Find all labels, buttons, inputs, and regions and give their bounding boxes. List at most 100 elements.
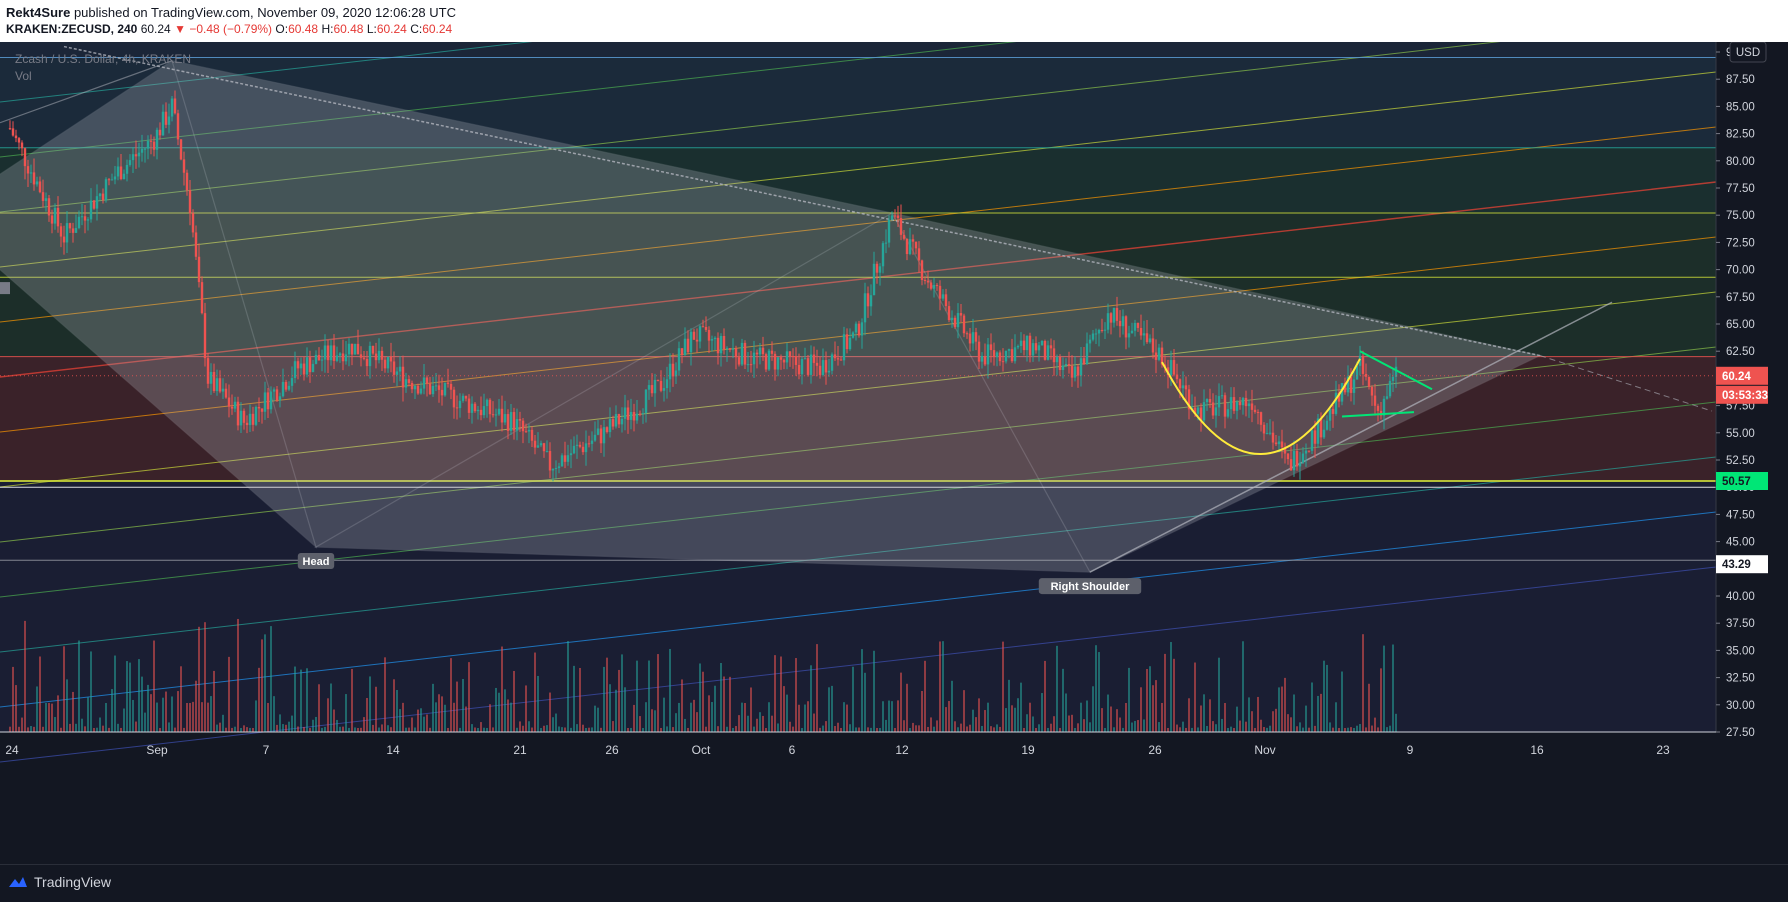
candle-152 bbox=[464, 395, 468, 399]
candle-77 bbox=[239, 410, 243, 426]
volume-bar-4 bbox=[21, 717, 23, 732]
x-tick-label-8: 12 bbox=[895, 743, 909, 757]
volume-bar-227 bbox=[690, 702, 692, 732]
volume-bar-303 bbox=[918, 725, 920, 732]
candle-366 bbox=[1106, 313, 1110, 330]
candle-422 bbox=[1274, 442, 1278, 445]
volume-bar-395 bbox=[1194, 662, 1196, 732]
volume-bar-211 bbox=[642, 727, 644, 732]
candle-352 bbox=[1064, 364, 1068, 366]
volume-bar-397 bbox=[1200, 705, 1202, 732]
candle-282 bbox=[854, 323, 858, 333]
volume-bar-341 bbox=[1032, 716, 1034, 732]
volume-bar-236 bbox=[717, 726, 719, 732]
candle-85 bbox=[263, 392, 267, 412]
zone-band-1 bbox=[0, 147, 1716, 214]
candle-462 bbox=[1394, 366, 1398, 377]
volume-bar-43 bbox=[138, 659, 140, 732]
volume-bar-131 bbox=[402, 702, 404, 732]
volume-bar-26 bbox=[87, 697, 89, 732]
volume-bar-268 bbox=[813, 713, 815, 732]
volume-bar-214 bbox=[651, 709, 653, 732]
candle-289 bbox=[875, 263, 879, 273]
price-chart[interactable]: 27.5030.0032.5035.0037.5040.0042.5045.00… bbox=[0, 42, 1788, 864]
candle-434 bbox=[1310, 430, 1314, 451]
candle-418 bbox=[1262, 424, 1266, 434]
candle-368 bbox=[1112, 307, 1116, 323]
fan-line-5 bbox=[0, 181, 1717, 378]
volume-bar-55 bbox=[174, 727, 176, 732]
volume-bar-110 bbox=[339, 726, 341, 732]
volume-bar-272 bbox=[825, 721, 827, 732]
candle-72 bbox=[224, 388, 228, 398]
volume-bar-66 bbox=[207, 702, 209, 732]
candle-302 bbox=[914, 241, 918, 249]
volume-bar-446 bbox=[1347, 727, 1349, 732]
volume-bar-410 bbox=[1239, 720, 1241, 732]
volume-bar-294 bbox=[891, 701, 893, 732]
candle-80 bbox=[248, 413, 252, 426]
volume-bar-15 bbox=[54, 717, 56, 732]
volume-bar-306 bbox=[927, 726, 929, 732]
volume-bar-442 bbox=[1335, 702, 1337, 732]
volume-bar-124 bbox=[381, 724, 383, 732]
volume-bar-264 bbox=[801, 727, 803, 732]
brand[interactable]: TradingView bbox=[8, 874, 111, 890]
candle-408 bbox=[1232, 397, 1236, 411]
candle-329 bbox=[995, 352, 999, 358]
volume-bar-216 bbox=[657, 654, 659, 732]
candle-159 bbox=[485, 399, 489, 407]
ascending-trendline bbox=[1089, 301, 1613, 573]
candle-53 bbox=[167, 116, 171, 125]
volume-bar-92 bbox=[285, 724, 287, 732]
candle-325 bbox=[983, 355, 987, 365]
high-label: H: bbox=[321, 22, 334, 36]
drawings-layer bbox=[0, 350, 1716, 455]
volume-bar-121 bbox=[372, 724, 374, 732]
volume-bar-18 bbox=[63, 646, 65, 732]
volume-bar-328 bbox=[993, 727, 995, 732]
candle-192 bbox=[584, 443, 588, 453]
candle-219 bbox=[665, 379, 669, 389]
candle-401 bbox=[1211, 402, 1215, 416]
candle-148 bbox=[452, 389, 456, 408]
volume-bar-279 bbox=[846, 704, 848, 732]
candle-161 bbox=[491, 414, 495, 416]
volume-bar-48 bbox=[153, 640, 155, 732]
candle-237 bbox=[719, 336, 723, 354]
author-name[interactable]: Rekt4Sure bbox=[6, 5, 71, 20]
volume-bar-372 bbox=[1125, 702, 1127, 732]
chart-area[interactable]: 27.5030.0032.5035.0037.5040.0042.5045.00… bbox=[0, 42, 1788, 864]
candle-22 bbox=[74, 228, 78, 233]
volume-bar-240 bbox=[729, 676, 731, 732]
support-badge: 50.57 bbox=[1722, 476, 1751, 488]
candle-112 bbox=[344, 354, 348, 362]
volume-bar-333 bbox=[1008, 679, 1010, 732]
volume-bar-444 bbox=[1341, 671, 1343, 732]
candle-165 bbox=[503, 414, 507, 423]
candle-417 bbox=[1259, 412, 1263, 425]
candle-98 bbox=[302, 363, 306, 375]
candle-319 bbox=[965, 333, 969, 335]
volume-bar-14 bbox=[51, 703, 53, 732]
candle-190 bbox=[578, 444, 582, 447]
candle-160 bbox=[488, 399, 492, 415]
volume-bar-137 bbox=[420, 708, 422, 732]
volume-bar-168 bbox=[513, 670, 515, 732]
volume-bar-300 bbox=[909, 727, 911, 732]
volume-bar-350 bbox=[1059, 727, 1061, 732]
candle-185 bbox=[563, 455, 567, 462]
volume-bar-178 bbox=[543, 725, 545, 732]
volume-bar-29 bbox=[96, 727, 98, 732]
candle-399 bbox=[1205, 399, 1209, 403]
volume-bar-256 bbox=[777, 723, 779, 732]
candle-54 bbox=[170, 98, 174, 117]
candle-40 bbox=[128, 160, 132, 165]
candle-19 bbox=[65, 223, 69, 243]
volume-bar-101 bbox=[312, 719, 314, 732]
volume-bar-207 bbox=[630, 727, 632, 732]
volume-bar-369 bbox=[1116, 709, 1118, 732]
candle-273 bbox=[827, 370, 831, 373]
volume-bar-304 bbox=[921, 690, 923, 732]
fan-line-8 bbox=[0, 346, 1717, 543]
